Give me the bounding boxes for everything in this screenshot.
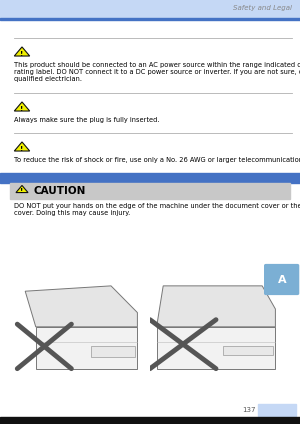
Text: To reduce the risk of shock or fire, use only a No. 26 AWG or larger telecommuni: To reduce the risk of shock or fire, use… — [14, 157, 300, 163]
Bar — [91, 346, 135, 357]
Bar — [0, 18, 300, 20]
Bar — [0, 173, 300, 183]
Bar — [0, 417, 300, 424]
Text: !: ! — [20, 188, 24, 194]
Bar — [0, 0, 300, 18]
Text: !: ! — [20, 106, 24, 112]
Text: CAUTION: CAUTION — [34, 186, 86, 196]
Text: 137: 137 — [242, 407, 256, 413]
Text: A: A — [278, 275, 286, 285]
Polygon shape — [36, 327, 137, 369]
Bar — [258, 404, 296, 416]
Bar — [10, 183, 290, 199]
FancyBboxPatch shape — [264, 264, 299, 295]
Text: Safety and Legal: Safety and Legal — [233, 5, 292, 11]
Text: !: ! — [20, 146, 24, 152]
Text: This product should be connected to an AC power source within the range indicate: This product should be connected to an A… — [14, 62, 300, 82]
Polygon shape — [14, 102, 30, 111]
Polygon shape — [25, 286, 137, 327]
Polygon shape — [14, 142, 30, 151]
Text: !: ! — [20, 51, 24, 57]
Text: Always make sure the plug is fully inserted.: Always make sure the plug is fully inser… — [14, 117, 160, 123]
Polygon shape — [157, 286, 275, 327]
Polygon shape — [16, 185, 28, 192]
Polygon shape — [14, 47, 30, 56]
Bar — [223, 346, 273, 355]
Polygon shape — [157, 327, 275, 369]
Text: DO NOT put your hands on the edge of the machine under the document cover or the: DO NOT put your hands on the edge of the… — [14, 203, 300, 216]
